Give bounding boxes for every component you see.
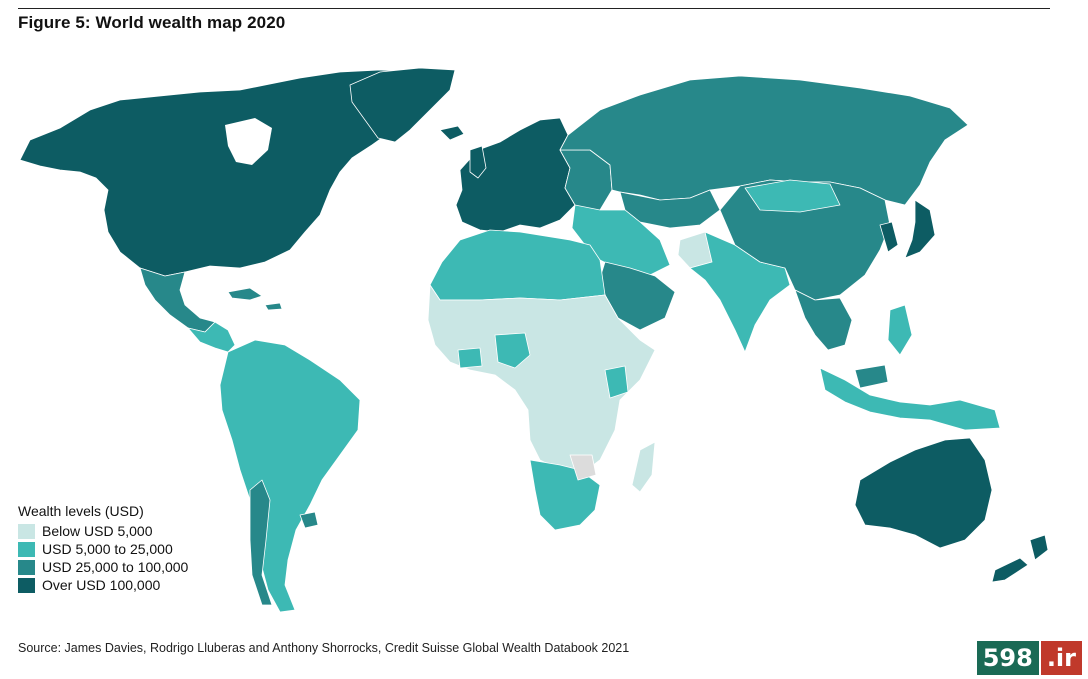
legend-swatch: [18, 541, 35, 557]
region-iceland: [439, 125, 465, 141]
region-new-zealand: [991, 534, 1049, 583]
region-philippines: [887, 304, 913, 356]
watermark-logo: 598 .ir: [976, 641, 1082, 675]
region-central-america: [187, 321, 236, 353]
region-caribbean: [227, 287, 283, 311]
region-madagascar: [631, 441, 656, 493]
region-sub-saharan-africa: [427, 284, 656, 476]
legend-item: Below USD 5,000: [18, 522, 188, 540]
figure-title: Figure 5: World wealth map 2020: [18, 13, 286, 32]
region-korea: [879, 221, 899, 253]
legend: Wealth levels (USD) Below USD 5,000 USD …: [18, 503, 188, 594]
region-north-america: [19, 69, 456, 277]
region-australia: [854, 437, 993, 549]
region-mongolia: [744, 179, 841, 213]
watermark-ext: .ir: [1040, 641, 1082, 675]
legend-swatch: [18, 523, 35, 539]
legend-label: USD 25,000 to 100,000: [42, 559, 189, 575]
legend-item: USD 25,000 to 100,000: [18, 558, 188, 576]
region-indonesia: [819, 367, 1001, 431]
legend-title: Wealth levels (USD): [18, 503, 144, 519]
source-note: Source: James Davies, Rodrigo Lluberas a…: [18, 641, 630, 655]
legend-label: Below USD 5,000: [42, 523, 153, 539]
region-chile-argentina-south: [249, 479, 273, 606]
region-japan: [904, 199, 936, 259]
region-malaysia: [854, 364, 889, 389]
region-south-america: [219, 339, 361, 613]
region-uk: [469, 145, 487, 179]
region-greenland: [349, 67, 456, 143]
watermark-number: 598: [976, 641, 1039, 675]
legend-item: USD 5,000 to 25,000: [18, 540, 188, 558]
world-map: [0, 40, 1088, 640]
top-rule: [18, 8, 1050, 9]
region-zimbabwe: [569, 454, 597, 481]
region-kenya: [604, 365, 629, 399]
region-ghana: [457, 347, 483, 369]
hudson-bay: [225, 118, 272, 165]
region-mexico: [139, 267, 216, 333]
legend-item: Over USD 100,000: [18, 576, 188, 594]
legend-swatch: [18, 577, 35, 593]
region-southeast-asia: [794, 289, 853, 351]
legend-label: USD 5,000 to 25,000: [42, 541, 173, 557]
legend-swatch: [18, 559, 35, 575]
region-middle-east: [571, 204, 671, 276]
region-north-africa: [429, 229, 606, 301]
legend-label: Over USD 100,000: [42, 577, 161, 593]
region-uruguay: [299, 511, 319, 529]
region-nigeria: [494, 332, 531, 369]
